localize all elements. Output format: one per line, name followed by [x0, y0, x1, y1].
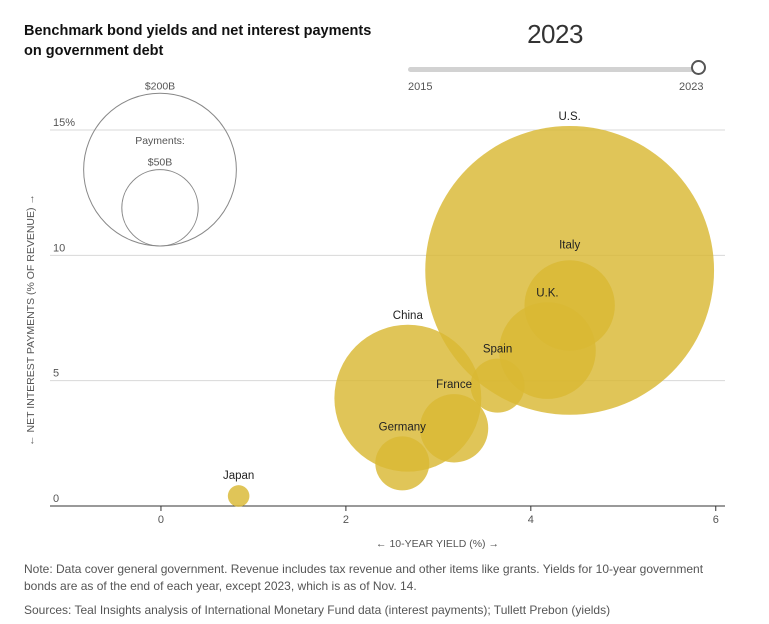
current-year-label: 2023: [527, 19, 583, 49]
x-tick-label: 4: [528, 514, 534, 526]
y-tick-label: 10: [53, 242, 65, 254]
bubble-germany: [375, 436, 430, 491]
y-tick-label: 5: [53, 368, 59, 380]
bubble-italy: [524, 260, 615, 351]
size-legend-circle-small: [121, 169, 199, 247]
bubble-label-japan: Japan: [223, 470, 254, 482]
bubble-france: [419, 394, 489, 463]
bubble-label-uk: U.K.: [536, 287, 558, 299]
year-slider-track[interactable]: [408, 67, 700, 72]
y-tick-label: 0: [53, 493, 59, 505]
size-legend-title: Payments:: [135, 135, 185, 147]
bubble-spain: [470, 358, 525, 413]
bubble-label-spain: Spain: [483, 344, 512, 356]
bubble-label-germany: Germany: [379, 421, 427, 433]
slider-max-label: 2023: [679, 81, 704, 93]
size-legend-label-large: $200B: [145, 80, 175, 92]
chart-sources: Sources: Teal Insights analysis of Inter…: [24, 603, 611, 617]
year-slider-handle[interactable]: [691, 60, 706, 75]
chart-title: Benchmark bond yields and net interest p…: [24, 23, 372, 59]
bubble-label-us: U.S.: [558, 111, 580, 123]
bubble-label-france: France: [436, 379, 472, 391]
bubble-label-italy: Italy: [559, 239, 580, 251]
x-tick-label: 0: [158, 514, 164, 526]
y-tick-label: 15%: [53, 117, 75, 129]
x-tick-label: 6: [713, 514, 719, 526]
x-axis-title: ← 10-YEAR YIELD (%) →: [376, 538, 499, 550]
bubble-japan: [227, 485, 250, 507]
chart-note: Note: Data cover general government. Rev…: [24, 562, 704, 593]
slider-min-label: 2015: [408, 81, 433, 93]
bubble-chart: 0 5 10 15% 0 2 4 6 ← 10-YEAR YIELD (%) → ← NET IN…: [25, 80, 725, 550]
y-axis-title: ← NET INTEREST PAYMENTS (% OF REVENUE) →: [25, 194, 37, 446]
bubble-label-china: China: [393, 310, 424, 322]
x-tick-label: 2: [343, 514, 349, 526]
size-legend-label-small: $50B: [148, 157, 173, 169]
